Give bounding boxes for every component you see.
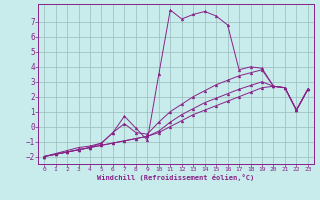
X-axis label: Windchill (Refroidissement éolien,°C): Windchill (Refroidissement éolien,°C)	[97, 174, 255, 181]
